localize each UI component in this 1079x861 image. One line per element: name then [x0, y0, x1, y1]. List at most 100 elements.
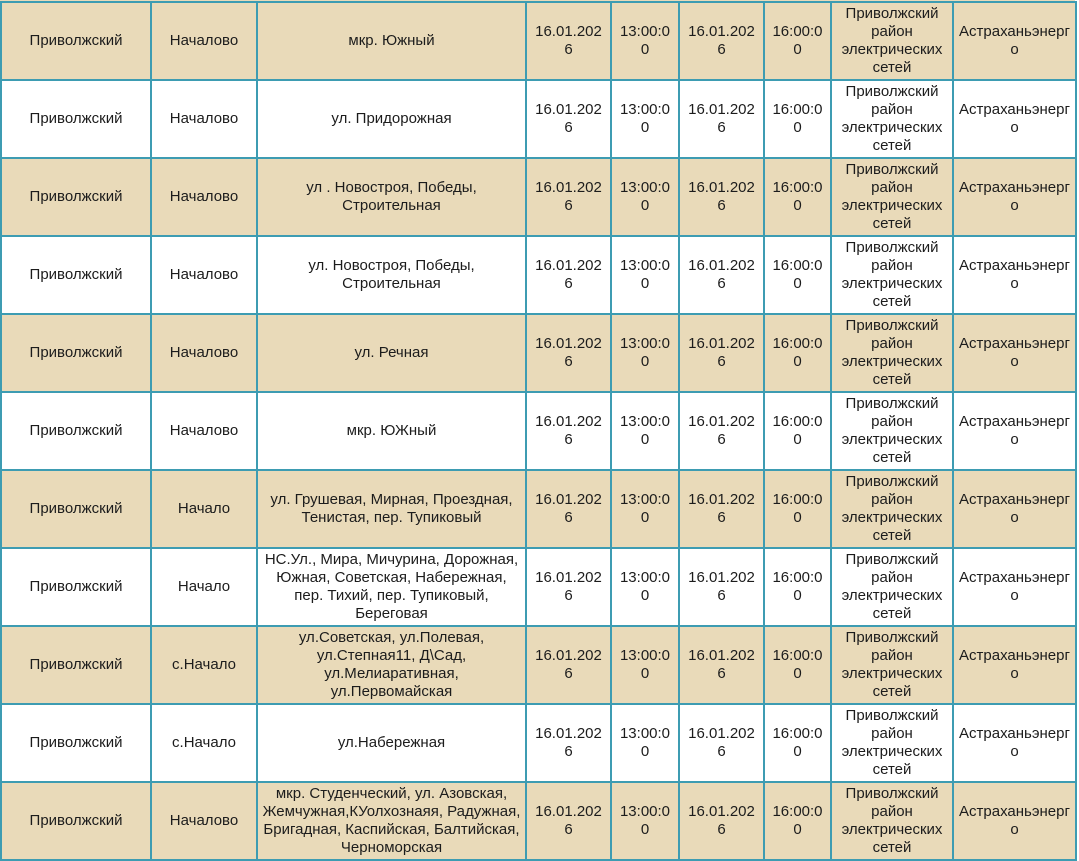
table-row: Приволжский Началово ул. Речная 16.01.20…	[0, 313, 1077, 393]
table-row: Приволжский с.Начало ул.Набережная 16.01…	[0, 703, 1077, 783]
cell-settlement: с.Начало	[150, 703, 258, 783]
cell-end-date: 16.01.2026	[678, 235, 765, 315]
cell-district: Приволжский	[0, 703, 152, 783]
cell-company: Астраханьэнерго	[952, 781, 1077, 861]
cell-grid-org: Приволжский район электрических сетей	[830, 781, 954, 861]
cell-streets: мкр. ЮЖный	[256, 391, 527, 471]
cell-start-date: 16.01.2026	[525, 1, 612, 81]
cell-grid-org: Приволжский район электрических сетей	[830, 469, 954, 549]
cell-end-date: 16.01.2026	[678, 157, 765, 237]
table-row: Приволжский Началово ул . Новостроя, Поб…	[0, 157, 1077, 237]
cell-district: Приволжский	[0, 1, 152, 81]
cell-company: Астраханьэнерго	[952, 703, 1077, 783]
cell-start-date: 16.01.2026	[525, 781, 612, 861]
cell-grid-org: Приволжский район электрических сетей	[830, 625, 954, 705]
cell-grid-org: Приволжский район электрических сетей	[830, 391, 954, 471]
cell-district: Приволжский	[0, 79, 152, 159]
cell-start-date: 16.01.2026	[525, 391, 612, 471]
cell-company: Астраханьэнерго	[952, 1, 1077, 81]
cell-settlement: Началово	[150, 235, 258, 315]
cell-district: Приволжский	[0, 313, 152, 393]
table-row: Приволжский Началово мкр. Студенческий, …	[0, 781, 1077, 861]
cell-end-time: 16:00:00	[763, 547, 832, 627]
cell-end-time: 16:00:00	[763, 469, 832, 549]
table-row: Приволжский Началово ул. Новостроя, Побе…	[0, 235, 1077, 315]
cell-streets: ул. Придорожная	[256, 79, 527, 159]
cell-grid-org: Приволжский район электрических сетей	[830, 703, 954, 783]
cell-company: Астраханьэнерго	[952, 157, 1077, 237]
cell-streets: ул. Новостроя, Победы, Строительная	[256, 235, 527, 315]
cell-end-time: 16:00:00	[763, 313, 832, 393]
cell-start-date: 16.01.2026	[525, 703, 612, 783]
cell-start-time: 13:00:00	[610, 157, 680, 237]
cell-settlement: Началово	[150, 157, 258, 237]
cell-district: Приволжский	[0, 391, 152, 471]
cell-end-date: 16.01.2026	[678, 79, 765, 159]
cell-streets: НС.Ул., Мира, Мичурина, Дорожная, Южная,…	[256, 547, 527, 627]
cell-company: Астраханьэнерго	[952, 547, 1077, 627]
cell-start-time: 13:00:00	[610, 547, 680, 627]
cell-start-time: 13:00:00	[610, 703, 680, 783]
cell-end-date: 16.01.2026	[678, 313, 765, 393]
cell-company: Астраханьэнерго	[952, 79, 1077, 159]
cell-company: Астраханьэнерго	[952, 469, 1077, 549]
cell-end-date: 16.01.2026	[678, 469, 765, 549]
cell-start-date: 16.01.2026	[525, 235, 612, 315]
cell-company: Астраханьэнерго	[952, 235, 1077, 315]
cell-start-date: 16.01.2026	[525, 313, 612, 393]
cell-start-time: 13:00:00	[610, 313, 680, 393]
cell-streets: ул.Советская, ул.Полевая, ул.Степная11, …	[256, 625, 527, 705]
cell-settlement: Началово	[150, 391, 258, 471]
cell-grid-org: Приволжский район электрических сетей	[830, 79, 954, 159]
cell-settlement: Началово	[150, 313, 258, 393]
cell-streets: мкр. Южный	[256, 1, 527, 81]
cell-start-date: 16.01.2026	[525, 79, 612, 159]
cell-end-time: 16:00:00	[763, 391, 832, 471]
cell-start-date: 16.01.2026	[525, 469, 612, 549]
cell-district: Приволжский	[0, 469, 152, 549]
cell-grid-org: Приволжский район электрических сетей	[830, 547, 954, 627]
cell-end-time: 16:00:00	[763, 625, 832, 705]
cell-district: Приволжский	[0, 781, 152, 861]
cell-company: Астраханьэнерго	[952, 391, 1077, 471]
cell-grid-org: Приволжский район электрических сетей	[830, 1, 954, 81]
cell-end-date: 16.01.2026	[678, 547, 765, 627]
cell-streets: ул.Набережная	[256, 703, 527, 783]
cell-streets: ул. Речная	[256, 313, 527, 393]
cell-settlement: Начало	[150, 469, 258, 549]
cell-start-time: 13:00:00	[610, 391, 680, 471]
cell-district: Приволжский	[0, 547, 152, 627]
cell-settlement: Началово	[150, 79, 258, 159]
cell-grid-org: Приволжский район электрических сетей	[830, 235, 954, 315]
cropped-row-sliver	[0, 0, 1075, 1]
cell-settlement: Началово	[150, 781, 258, 861]
cell-end-date: 16.01.2026	[678, 781, 765, 861]
cell-district: Приволжский	[0, 625, 152, 705]
cell-start-time: 13:00:00	[610, 625, 680, 705]
cell-start-time: 13:00:00	[610, 781, 680, 861]
cell-grid-org: Приволжский район электрических сетей	[830, 313, 954, 393]
cell-settlement: Началово	[150, 1, 258, 81]
cell-start-time: 13:00:00	[610, 235, 680, 315]
cell-end-date: 16.01.2026	[678, 1, 765, 81]
table-row: Приволжский Началово мкр. Южный 16.01.20…	[0, 1, 1077, 81]
cell-end-date: 16.01.2026	[678, 625, 765, 705]
table-row: Приволжский Началово ул. Придорожная 16.…	[0, 79, 1077, 159]
cell-end-time: 16:00:00	[763, 703, 832, 783]
cell-end-date: 16.01.2026	[678, 703, 765, 783]
cell-company: Астраханьэнерго	[952, 625, 1077, 705]
cell-start-date: 16.01.2026	[525, 157, 612, 237]
table-row: Приволжский Началово мкр. ЮЖный 16.01.20…	[0, 391, 1077, 471]
cell-settlement: Начало	[150, 547, 258, 627]
table-row: Приволжский с.Начало ул.Советская, ул.По…	[0, 625, 1077, 705]
cell-start-date: 16.01.2026	[525, 625, 612, 705]
cell-streets: ул. Грушевая, Мирная, Проездная, Тениста…	[256, 469, 527, 549]
cell-settlement: с.Начало	[150, 625, 258, 705]
cell-end-time: 16:00:00	[763, 1, 832, 81]
cell-district: Приволжский	[0, 157, 152, 237]
cell-start-date: 16.01.2026	[525, 547, 612, 627]
cell-streets: ул . Новостроя, Победы, Строительная	[256, 157, 527, 237]
cell-end-time: 16:00:00	[763, 235, 832, 315]
